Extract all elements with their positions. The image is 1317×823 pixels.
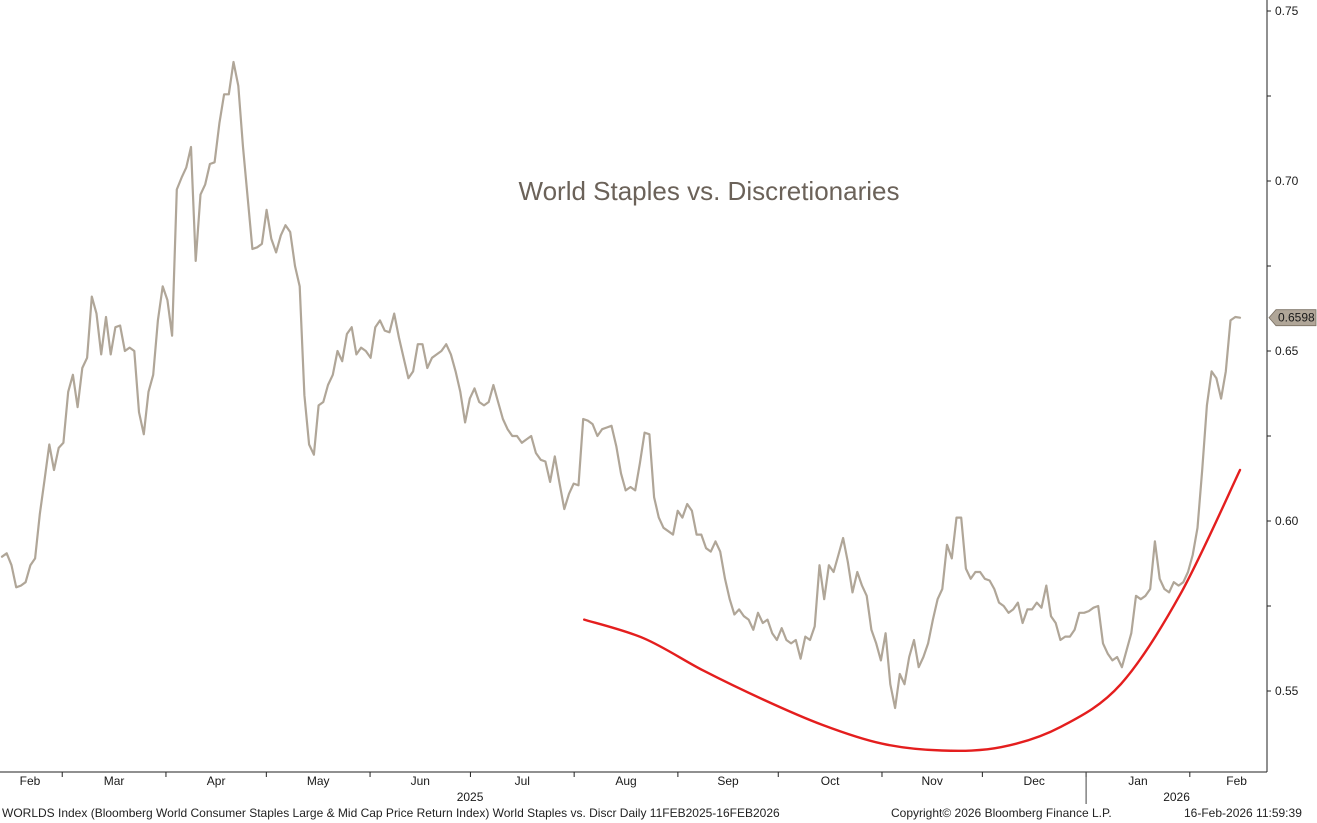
x-tick-label: Apr xyxy=(207,774,226,788)
y-tick-label: 0.70 xyxy=(1275,174,1299,188)
series-line-ratio xyxy=(0,60,1242,710)
year-label: 2026 xyxy=(1163,790,1190,804)
x-tick-label: Mar xyxy=(104,774,125,788)
x-tick-label: May xyxy=(307,774,330,788)
x-tick-label: Dec xyxy=(1024,774,1045,788)
footer-description: WORLDS Index (Bloomberg World Consumer S… xyxy=(2,806,780,820)
y-tick-label: 0.65 xyxy=(1275,344,1299,358)
series-line-trend xyxy=(583,468,1242,752)
x-tick-label: Jan xyxy=(1128,774,1147,788)
series-layer xyxy=(0,60,1242,752)
chart-title: World Staples vs. Discretionaries xyxy=(519,176,900,206)
x-tick-label: Feb xyxy=(20,774,41,788)
x-tick-label: Sep xyxy=(717,774,739,788)
footer-copyright: Copyright© 2026 Bloomberg Finance L.P. xyxy=(891,806,1112,820)
last-value-label: 0.6598 xyxy=(1278,311,1315,325)
x-tick-label: Oct xyxy=(821,774,840,788)
axes: 0.55 0.60 0.65 0.70 0.75 Feb Mar Apr May Jun Jul Au… xyxy=(0,0,1299,804)
x-tick-label: Jul xyxy=(515,774,530,788)
footer-timestamp: 16-Feb-2026 11:59:39 xyxy=(1184,806,1302,820)
y-tick-label: 0.55 xyxy=(1275,684,1299,698)
x-tick-label: Aug xyxy=(615,774,636,788)
y-tick-label: 0.60 xyxy=(1275,514,1299,528)
x-tick-label: Feb xyxy=(1226,774,1247,788)
last-value-badge: 0.6598 xyxy=(1268,309,1317,327)
y-tick-label: 0.75 xyxy=(1275,4,1299,18)
x-tick-label: Nov xyxy=(922,774,943,788)
year-label: 2025 xyxy=(457,790,484,804)
x-tick-label: Jun xyxy=(411,774,430,788)
